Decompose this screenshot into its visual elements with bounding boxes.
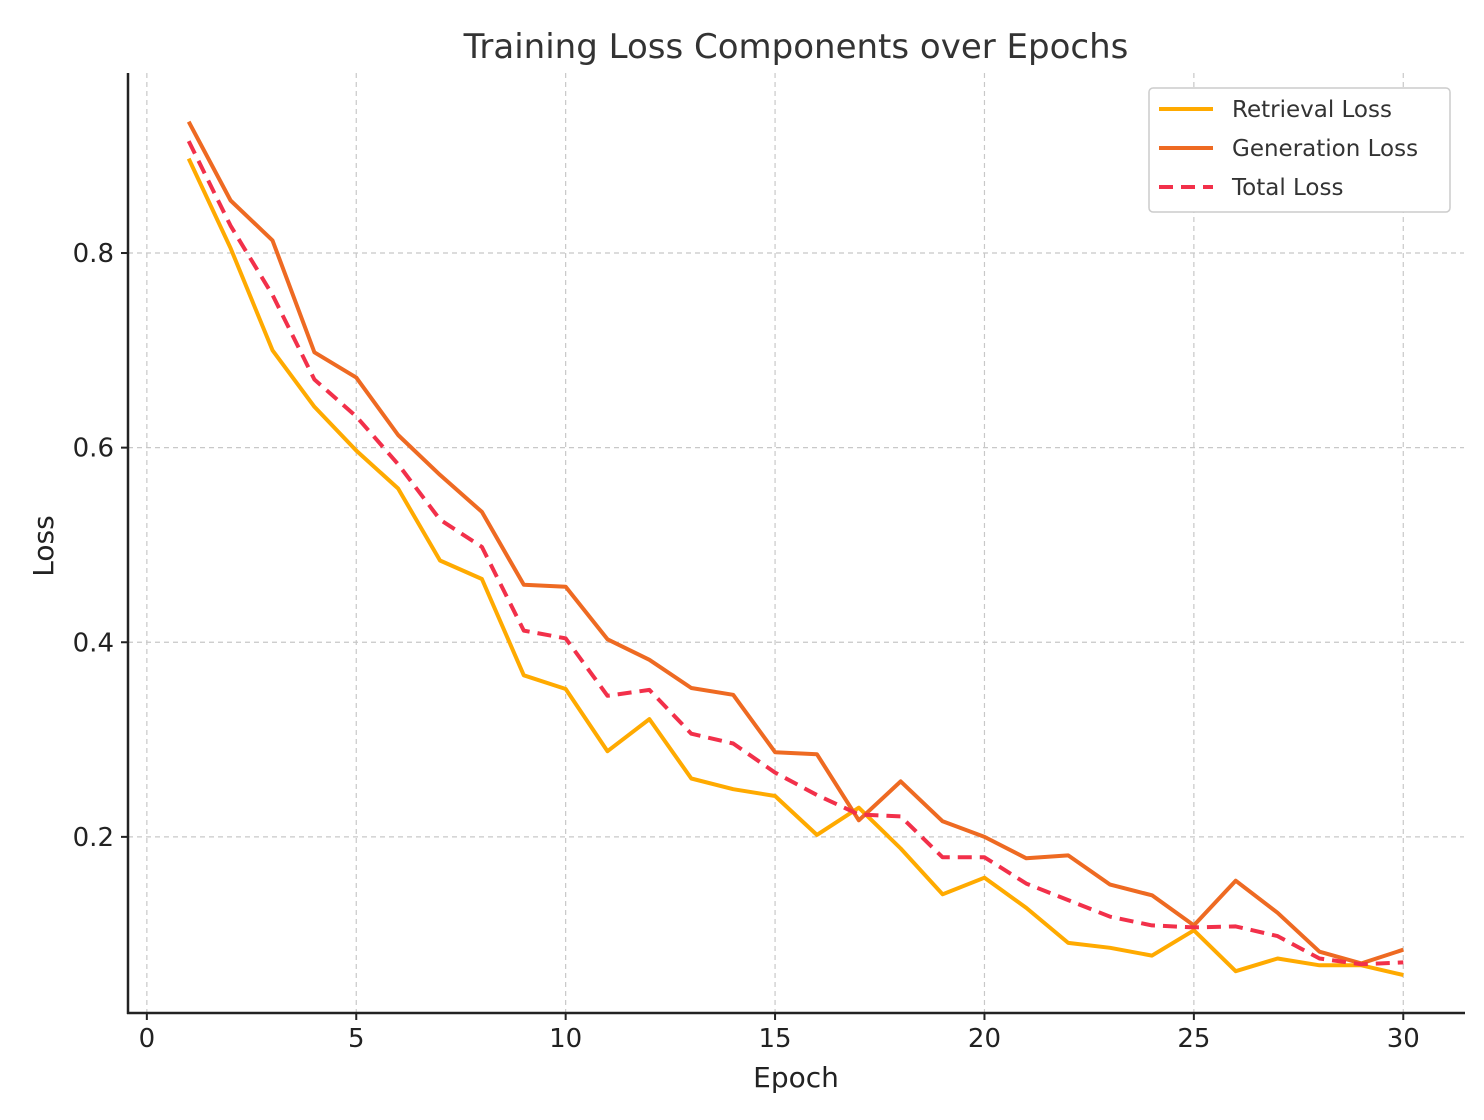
x-tick-label: 20 — [968, 1024, 1001, 1054]
y-tick-label: 0.8 — [73, 239, 114, 269]
series-group — [186, 120, 1404, 977]
legend-label-generation-loss: Generation Loss — [1232, 136, 1418, 162]
axes — [126, 73, 1465, 1015]
legend-label-retrieval-loss: Retrieval Loss — [1232, 97, 1392, 123]
chart-title: Training Loss Components over Epochs — [463, 27, 1129, 67]
x-axis-label: Epoch — [753, 1061, 839, 1094]
legend: Retrieval Loss Generation Loss Total Loss — [1148, 87, 1451, 213]
grid — [128, 73, 1464, 1013]
x-tick-label: 0 — [139, 1024, 156, 1054]
legend-label-total-loss: Total Loss — [1231, 175, 1343, 201]
x-ticks: 0 5 10 15 20 25 30 — [139, 1013, 1420, 1054]
y-tick-label: 0.4 — [73, 628, 114, 658]
x-tick-label: 10 — [549, 1024, 582, 1054]
x-tick-label: 15 — [759, 1024, 792, 1054]
y-ticks: 0.2 0.4 0.6 0.8 — [73, 239, 128, 853]
y-tick-label: 0.6 — [73, 434, 114, 464]
legend-frame — [1148, 87, 1451, 213]
x-tick-label: 25 — [1177, 1024, 1210, 1054]
x-tick-label: 30 — [1387, 1024, 1420, 1054]
retrieval-loss-line — [186, 157, 1404, 977]
x-tick-label: 5 — [348, 1024, 365, 1054]
y-axis-label: Loss — [27, 515, 60, 576]
y-tick-label: 0.2 — [73, 823, 114, 853]
generation-loss-line — [186, 120, 1404, 966]
total-loss-line — [186, 140, 1404, 967]
